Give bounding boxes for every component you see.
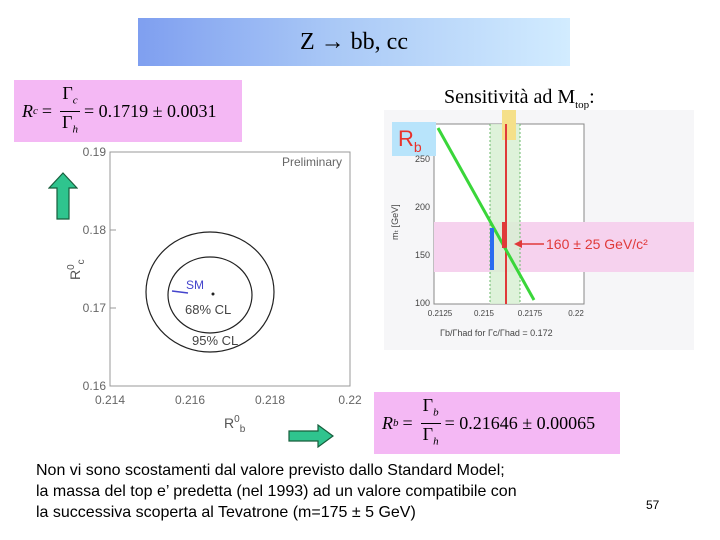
ytick-label: 0.16 — [83, 379, 107, 393]
formula-rb-lhs: R — [382, 412, 393, 433]
right-ylabel: mₜ [GeV] — [390, 204, 400, 240]
right-xtick: 0.215 — [474, 309, 495, 318]
rb-badge-label: Rb — [398, 126, 422, 155]
yellow-band — [502, 110, 516, 140]
formula-rc-lhs-sub: c — [33, 105, 38, 117]
formula-rb-lhs-sub: b — [393, 417, 399, 429]
plot-frame — [109, 151, 351, 387]
mtop-band — [434, 222, 694, 272]
body-line: la massa del top e’ predetta (nel 1993) … — [36, 483, 517, 500]
right-xtick: 0.2125 — [428, 309, 453, 318]
result-arrowhead — [514, 240, 522, 248]
rb-mtop-plot: Rb 160 ± 25 GeV/c² 250 200 150 100 mₜ [G… — [384, 110, 694, 350]
sm-point — [211, 292, 215, 296]
right-ytick: 100 — [415, 298, 430, 308]
right-ytick: 150 — [415, 250, 430, 260]
rb-rc-contour-plot: 0.19 0.18 0.17 0.16 0.214 0.216 0.218 0.… — [66, 145, 362, 435]
right-xtick: 0.2175 — [518, 309, 543, 318]
contour-68 — [167, 256, 253, 334]
sensitivity-label: Sensitività ad Mtop: — [444, 86, 595, 111]
sensitivity-suffix: : — [589, 86, 595, 108]
formula-rc-lhs: R — [22, 100, 33, 121]
formula-rb-num: Γ — [422, 394, 434, 415]
formula-rc-num-sub: c — [72, 94, 78, 107]
sm-arrow — [171, 290, 189, 294]
xtick-label: 0.218 — [255, 393, 285, 407]
formula-rb-num-sub: b — [433, 406, 439, 419]
right-xlabel: Γb/Γhad for Γc/Γhad = 0.172 — [440, 328, 553, 338]
right-arrow-icon — [288, 424, 334, 448]
xtick-label: 0.214 — [95, 393, 125, 407]
cl68-label: 68% CL — [185, 302, 231, 317]
formula-rb-den: Γ — [422, 423, 434, 444]
formula-rc-num: Γ — [62, 82, 73, 103]
up-arrow-icon — [48, 172, 78, 220]
ytick-label: 0.17 — [83, 301, 107, 315]
formula-rc-value: = 0.1719 ± 0.0031 — [83, 100, 217, 121]
left-ylabel: R0c — [66, 259, 87, 280]
rb-badge — [392, 122, 436, 156]
preliminary-label: Preliminary — [282, 155, 342, 169]
sensitivity-text: Sensitività ad M — [444, 86, 576, 108]
formula-rb-den-sub: h — [433, 435, 439, 448]
xtick-label: 0.216 — [175, 393, 205, 407]
page-number: 57 — [646, 498, 660, 512]
mtop-curve — [436, 127, 536, 301]
formula-rc-fraction: Γc Γh — [60, 83, 80, 139]
contour-95 — [145, 231, 275, 353]
right-ytick: 200 — [415, 202, 430, 212]
right-ytick: 250 — [415, 154, 430, 164]
ytick-label: 0.18 — [83, 223, 107, 237]
ytick-label: 0.19 — [83, 145, 107, 159]
formula-rb-fraction: Γb Γh — [420, 394, 441, 451]
formula-rb-value: = 0.21646 ± 0.00065 — [444, 412, 596, 433]
body-line: la successiva scoperta al Tevatrone (m=1… — [36, 504, 416, 521]
slide-title: Z → bb, cc — [138, 18, 570, 66]
sensitivity-sub: top — [575, 99, 590, 111]
left-xlabel: R0b — [224, 414, 246, 435]
body-text: Non vi sono scostamenti dal valore previ… — [36, 460, 517, 523]
formula-rc-den-sub: h — [72, 123, 78, 136]
body-line: Non vi sono scostamenti dal valore previ… — [36, 462, 505, 479]
result-label: 160 ± 25 GeV/c² — [546, 236, 648, 252]
right-xtick: 0.22 — [568, 309, 584, 318]
formula-rc-den: Γ — [62, 111, 73, 132]
y-ticks — [110, 151, 116, 387]
cl95-label: 95% CL — [192, 333, 238, 348]
sm-label: SM — [186, 278, 204, 292]
xtick-label: 0.22 — [338, 393, 362, 407]
